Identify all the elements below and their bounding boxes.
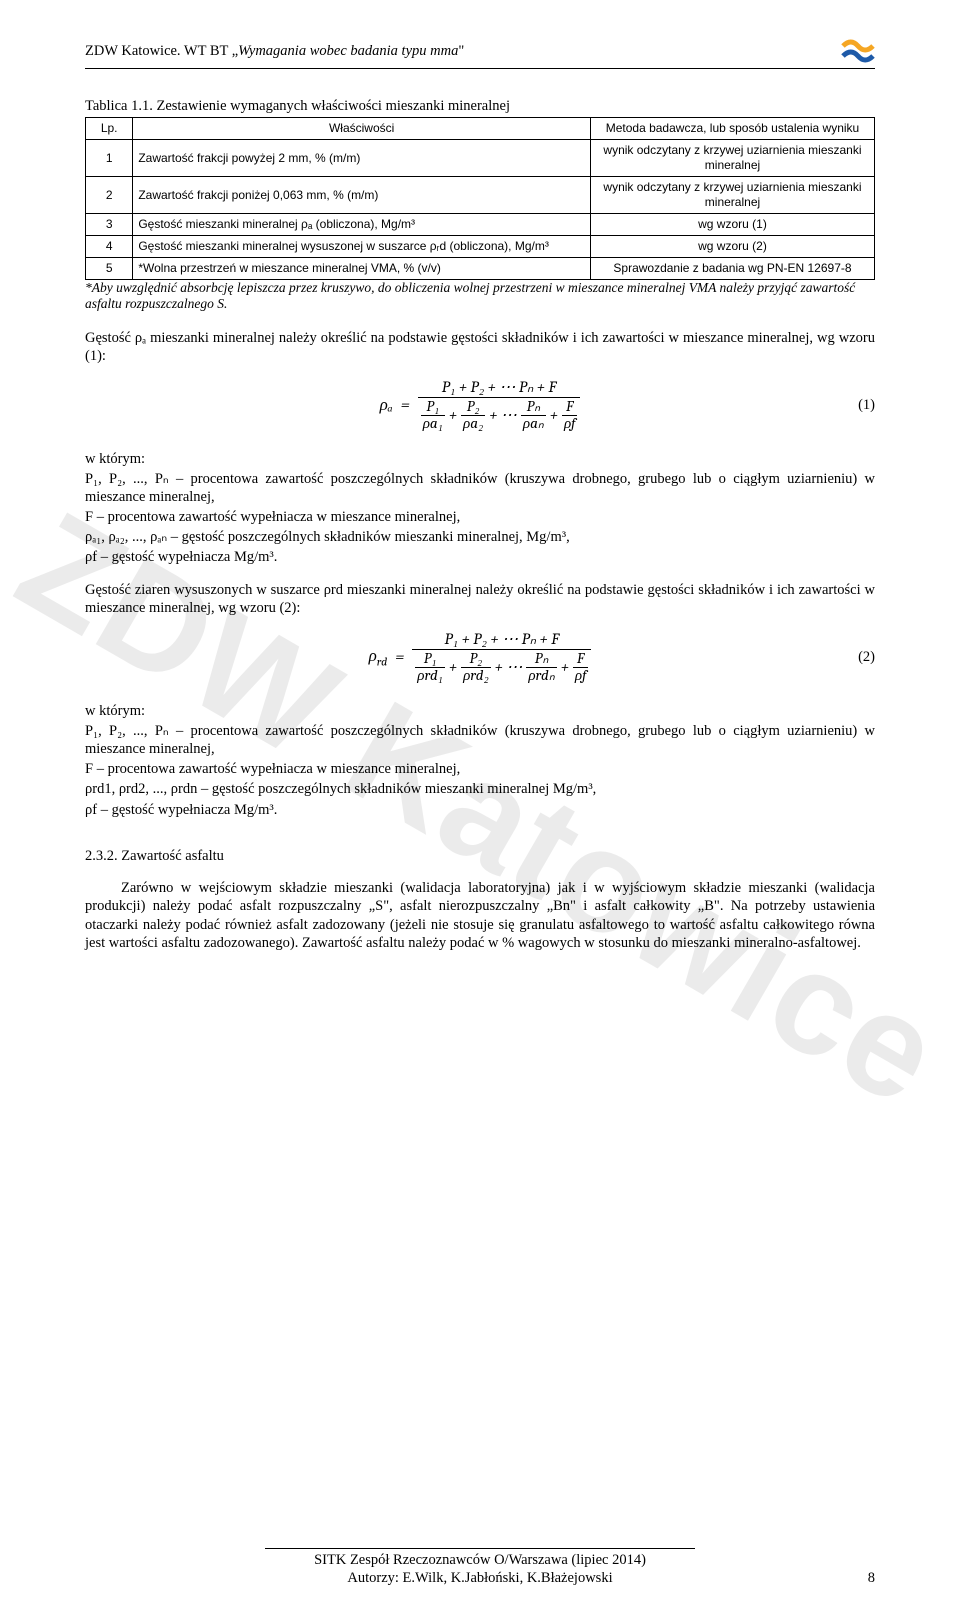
- defs1-heading: w którym:: [85, 450, 875, 468]
- row-method: wg wzoru (1): [590, 214, 874, 236]
- row-method: Sprawozdanie z badania wg PN-EN 12697-8: [590, 258, 874, 280]
- footer-line2: Autorzy: E.Wilk, K.Jabłoński, K.Błażejow…: [0, 1569, 960, 1587]
- row-method: wynik odczytany z krzywej uziarnienia mi…: [590, 177, 874, 214]
- col-header-no: Lp.: [86, 118, 133, 140]
- fraction-term: Fρf: [562, 399, 577, 432]
- definition-line: ρf – gęstość wypełniacza Mg/m³.: [85, 548, 875, 566]
- row-no: 4: [86, 236, 133, 258]
- definition-line: P₁, P₂, ..., Pₙ – procentowa zawartość p…: [85, 722, 875, 758]
- eq-number-1: (1): [858, 396, 875, 414]
- footer-line1: SITK Zespół Rzeczoznawców O/Warszawa (li…: [0, 1551, 960, 1569]
- definitions-1: w którym: P₁, P₂, ..., Pₙ – procentowa z…: [85, 450, 875, 567]
- definitions-2: w którym: P₁, P₂, ..., Pₙ – procentowa z…: [85, 702, 875, 819]
- equals: =: [401, 395, 410, 416]
- header-text-plain: ZDW Katowice. WT BT „: [85, 43, 238, 59]
- properties-table: Lp. Właściwości Metoda badawcza, lub spo…: [85, 117, 875, 280]
- page-footer: SITK Zespół Rzeczoznawców O/Warszawa (li…: [0, 1548, 960, 1587]
- fraction-term: P₁ρa₁: [421, 399, 445, 432]
- eq-number-2: (2): [858, 648, 875, 666]
- page-header: ZDW Katowice. WT BT „Wymagania wobec bad…: [85, 36, 875, 69]
- fraction-term: P₁ρrd₁: [415, 651, 445, 684]
- row-property: Zawartość frakcji poniżej 0,063 mm, % (m…: [133, 177, 591, 214]
- table-row: 5*Wolna przestrzeń w mieszance mineralne…: [86, 258, 875, 280]
- table-row: 1Zawartość frakcji powyżej 2 mm, % (m/m)…: [86, 140, 875, 177]
- section-body: Zarówno w wejściowym składzie mieszanki …: [85, 879, 875, 952]
- table-row: 4Gęstość mieszanki mineralnej wysuszonej…: [86, 236, 875, 258]
- definition-line: P₁, P₂, ..., Pₙ – procentowa zawartość p…: [85, 470, 875, 506]
- row-no: 5: [86, 258, 133, 280]
- definition-line: F – procentowa zawartość wypełniacza w m…: [85, 508, 875, 526]
- row-property: Zawartość frakcji powyżej 2 mm, % (m/m): [133, 140, 591, 177]
- header-text-close: ": [458, 43, 464, 59]
- col-header-prop: Właściwości: [133, 118, 591, 140]
- formula1-numerator: P₁ + P₂ + ⋯ Pₙ + F: [439, 379, 560, 398]
- row-method: wynik odczytany z krzywej uziarnienia mi…: [590, 140, 874, 177]
- definition-line: ρrd1, ρrd2, ..., ρrdn – gęstość poszczeg…: [85, 780, 875, 798]
- formula-2: ρrd = P₁ + P₂ + ⋯ Pₙ + F P₁ρrd₁+P₂ρrd₂+ …: [85, 631, 875, 684]
- row-property: *Wolna przestrzeń w mieszance mineralnej…: [133, 258, 591, 280]
- table-footnote: *Aby uwzględnić absorbcję lepiszcza prze…: [85, 280, 875, 312]
- section-heading: 2.3.2. Zawartość asfaltu: [85, 847, 875, 865]
- equals: =: [395, 647, 404, 668]
- definition-line: ρf – gęstość wypełniacza Mg/m³.: [85, 801, 875, 819]
- fraction-term: Pₙρaₙ: [521, 399, 546, 432]
- table-row: 3Gęstość mieszanki mineralnej ρₐ (oblicz…: [86, 214, 875, 236]
- fraction-term: Fρf: [573, 651, 588, 684]
- fraction-term: P₂ρa₂: [461, 399, 485, 432]
- formula2-lhs: ρrd: [369, 646, 388, 669]
- logo-icon: [841, 36, 875, 66]
- col-header-method: Metoda badawcza, lub sposób ustalenia wy…: [590, 118, 874, 140]
- table-title: Tablica 1.1. Zestawienie wymaganych właś…: [85, 97, 875, 115]
- header-title: ZDW Katowice. WT BT „Wymagania wobec bad…: [85, 42, 464, 60]
- header-text-italic: Wymagania wobec badania typu mma: [238, 43, 458, 59]
- row-property: Gęstość mieszanki mineralnej ρₐ (obliczo…: [133, 214, 591, 236]
- para-density-rd: Gęstość ziaren wysuszonych w suszarce ρr…: [85, 581, 875, 617]
- fraction-term: Pₙρrdₙ: [526, 651, 556, 684]
- fraction-term: P₂ρrd₂: [461, 651, 491, 684]
- formula2-numerator: P₁ + P₂ + ⋯ Pₙ + F: [441, 631, 562, 650]
- page-number: 8: [868, 1569, 875, 1587]
- defs2-heading: w którym:: [85, 702, 875, 720]
- row-no: 2: [86, 177, 133, 214]
- formula-1: ρₐ = P₁ + P₂ + ⋯ Pₙ + F P₁ρa₁+P₂ρa₂+ ⋯Pₙ…: [85, 379, 875, 432]
- formula1-lhs: ρₐ: [380, 395, 393, 416]
- row-no: 3: [86, 214, 133, 236]
- table-row: 2Zawartość frakcji poniżej 0,063 mm, % (…: [86, 177, 875, 214]
- definition-line: ρₐ₁, ρₐ₂, ..., ρₐₙ – gęstość poszczególn…: [85, 528, 875, 546]
- row-no: 1: [86, 140, 133, 177]
- definition-line: F – procentowa zawartość wypełniacza w m…: [85, 760, 875, 778]
- para-density-a: Gęstość ρₐ mieszanki mineralnej należy o…: [85, 329, 875, 365]
- row-property: Gęstość mieszanki mineralnej wysuszonej …: [133, 236, 591, 258]
- row-method: wg wzoru (2): [590, 236, 874, 258]
